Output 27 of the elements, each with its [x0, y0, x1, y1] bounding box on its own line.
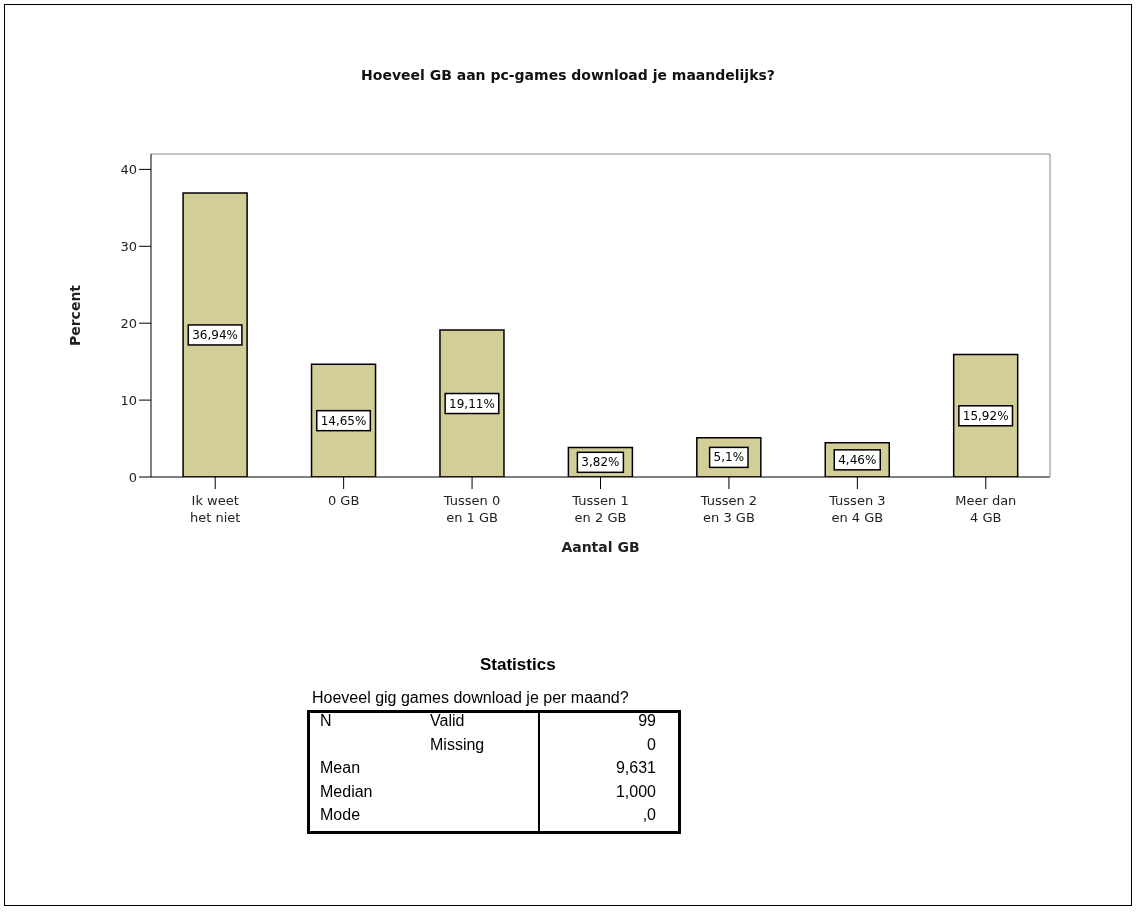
data-label: 19,11%: [449, 396, 495, 411]
x-tick-label: Tussen 1 en 2 GB: [571, 493, 629, 525]
y-tick-label: 30: [120, 238, 137, 254]
data-label: 3,82%: [581, 455, 620, 470]
data-label: 15,92%: [962, 408, 1009, 423]
text: Hoeveel gig games download je per maand?: [312, 689, 629, 707]
table-frame: N Valid 99 Missing 0 Mean 9,631 Median 1,000 Mode ,0: [307, 710, 681, 834]
x-tick-label: Meer dan 4 GB: [955, 493, 1017, 525]
page-frame: Hoeveel GB aan pc-games download je maandelijks? Ik weet het niet 0 GB Tussen 0 en 1 GB Tussen 1 en 2 GB Tussen 2 en 3 GB Tussen 3 en 4 GB Meer dan 4 GB Aantal GB 0 10 20 30 40 Percent 36,94% 14,65% 19,11% 3,82% 5,1% 4,46% 15,92% Statistics Hoeveel gig games download je per maand? N Valid 99 Missing 0 Mean 9,631 Median 1,000 Mode ,0: [4, 4, 1132, 906]
x-tick-label: Tussen 0 en 1 GB: [442, 493, 501, 525]
x-tick-label: 0 GB: [327, 493, 360, 508]
y-tick-label: 0: [128, 469, 137, 485]
bar: [182, 192, 248, 477]
data-label: 5,1%: [713, 450, 745, 465]
data-label: 36,94%: [192, 327, 238, 342]
text: Statistics: [480, 655, 556, 675]
x-tick-label: Ik weet het niet: [190, 493, 241, 525]
x-tick-label: Tussen 3 en 4 GB: [828, 493, 886, 525]
x-tick-label: Tussen 2 en 3 GB: [699, 493, 758, 525]
y-tick-label: 40: [120, 162, 137, 177]
data-label: 14,65%: [320, 413, 367, 428]
y-tick-label: 20: [120, 315, 137, 331]
data-label: 4,46%: [838, 452, 877, 467]
chart-title: Hoeveel GB aan pc-games download je maandelijks?: [360, 67, 776, 83]
x-axis-title: Aantal GB: [561, 539, 640, 555]
y-axis-title: Percent: [66, 284, 83, 347]
y-tick-label: 10: [120, 392, 137, 408]
